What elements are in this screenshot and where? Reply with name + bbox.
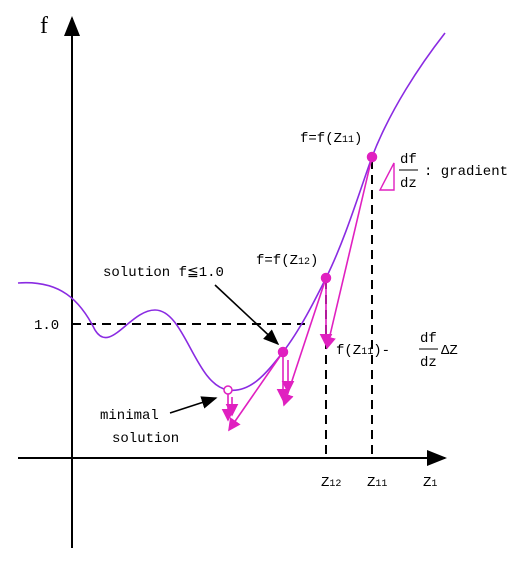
point-label: f=f(Z11)	[300, 131, 362, 147]
minimal-label: solution	[112, 431, 179, 447]
step-den: dz	[420, 355, 437, 371]
minimal-label: minimal	[100, 408, 159, 424]
point-label: f=f(Z12)	[256, 253, 318, 269]
step-tail: ΔZ	[441, 343, 458, 359]
curve	[17, 32, 446, 392]
points	[223, 151, 378, 395]
steps	[221, 156, 373, 432]
y-label: f	[40, 13, 48, 39]
x-label: Z1	[423, 475, 437, 491]
x-mark: Z12	[321, 475, 341, 491]
solution-label: solution f≦1.0	[103, 265, 224, 281]
step-num: df	[420, 331, 437, 347]
step-label: f(Z11)-	[336, 343, 390, 359]
gradient-text: : gradient	[424, 164, 508, 180]
gradient-num: df	[400, 152, 417, 168]
level-label: 1.0	[34, 318, 59, 334]
dashed-guides	[72, 160, 373, 458]
x-mark: Z11	[367, 475, 387, 491]
gradient-den: dz	[400, 176, 417, 192]
gradient-triangle	[378, 162, 395, 191]
axes	[18, 16, 447, 548]
pointers	[169, 284, 280, 414]
